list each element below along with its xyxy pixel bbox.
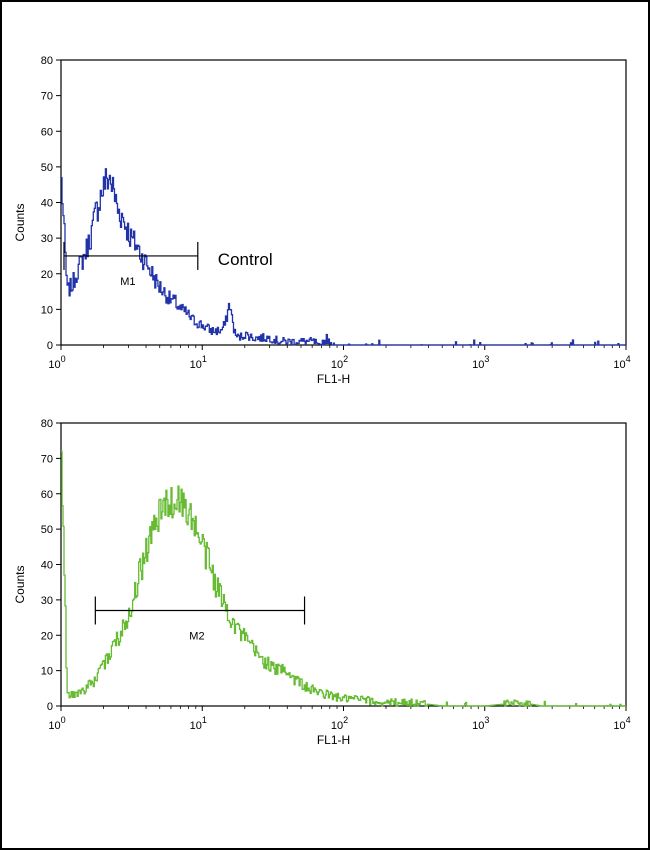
x-axis-label: FL1-H <box>317 733 350 747</box>
histogram-trace <box>61 450 626 707</box>
y-tick-label: 40 <box>41 560 53 572</box>
y-tick-label: 70 <box>41 453 53 465</box>
y-tick-label: 60 <box>41 489 53 501</box>
y-tick-label: 0 <box>47 701 53 713</box>
y-tick-label: 60 <box>41 126 53 138</box>
chart-panel-2: 0 10 20 30 40 50 60 70 80 100 101 102 103 104 FL1-H Cou… <box>13 418 631 747</box>
x-tick-label: 102 <box>331 354 348 371</box>
x-tick-label: 103 <box>472 715 489 732</box>
y-axis-label: Counts <box>13 203 27 241</box>
y-tick-label: 40 <box>41 198 53 210</box>
annotation-label: Control <box>218 250 273 269</box>
x-tick-label: 100 <box>48 715 65 732</box>
y-tick-label: 20 <box>41 269 53 281</box>
y-axis-label: Counts <box>13 565 27 603</box>
y-tick-label: 10 <box>41 666 53 678</box>
x-axis-label: FL1-H <box>317 372 350 386</box>
marker-label: M2 <box>189 630 204 642</box>
y-tick-label: 30 <box>41 233 53 245</box>
plot-area <box>60 59 627 346</box>
y-tick-label: 50 <box>41 524 53 536</box>
x-tick-label: 101 <box>190 715 207 732</box>
x-tick-label: 100 <box>48 354 65 371</box>
y-tick-label: 80 <box>41 55 53 67</box>
x-tick-label: 102 <box>331 715 348 732</box>
plot-area <box>60 422 627 707</box>
x-tick-label: 101 <box>190 354 207 371</box>
x-tick-label: 104 <box>613 354 630 371</box>
marker-label: M1 <box>120 276 135 288</box>
y-tick-label: 10 <box>41 304 53 316</box>
chart-panel-1: 0 10 20 30 40 50 60 70 80 100 101 102 103 104 FL1-H Cou… <box>13 55 631 386</box>
y-tick-label: 30 <box>41 595 53 607</box>
x-tick-label: 104 <box>613 715 630 732</box>
y-tick-label: 50 <box>41 162 53 174</box>
histogram-trace <box>61 168 626 346</box>
y-tick-label: 0 <box>47 340 53 352</box>
y-tick-label: 70 <box>41 91 53 103</box>
y-tick-label: 20 <box>41 630 53 642</box>
y-tick-label: 80 <box>41 418 53 430</box>
x-tick-label: 103 <box>472 354 489 371</box>
